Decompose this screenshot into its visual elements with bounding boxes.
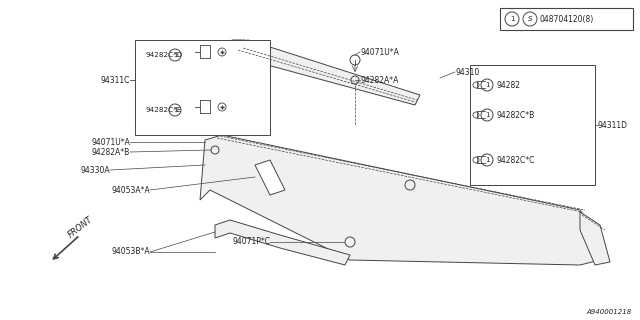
Text: 94282C*E: 94282C*E <box>145 107 181 113</box>
Text: 94311C: 94311C <box>100 76 130 84</box>
Polygon shape <box>215 220 350 265</box>
Text: 1: 1 <box>173 52 177 58</box>
Text: 94282A*A: 94282A*A <box>360 76 398 84</box>
Text: 1: 1 <box>484 112 489 118</box>
Text: 94330A: 94330A <box>81 165 110 174</box>
Text: 048704120(8): 048704120(8) <box>540 14 595 23</box>
Text: 94071U*A: 94071U*A <box>91 138 130 147</box>
Text: 94282C*B: 94282C*B <box>496 110 534 119</box>
Text: A940001218: A940001218 <box>587 309 632 315</box>
Text: 1: 1 <box>484 82 489 88</box>
Text: 94282C*D: 94282C*D <box>145 52 182 58</box>
Text: 94282: 94282 <box>496 81 520 90</box>
Text: 94311D: 94311D <box>598 121 628 130</box>
Text: 94282A*B: 94282A*B <box>92 148 130 156</box>
Bar <box>470 65 595 185</box>
Text: 94053B*A: 94053B*A <box>111 247 150 257</box>
Text: S: S <box>528 16 532 22</box>
Text: 1: 1 <box>484 157 489 163</box>
Text: 94071P*C: 94071P*C <box>232 237 270 246</box>
Polygon shape <box>228 40 420 105</box>
Text: 1: 1 <box>173 107 177 113</box>
Text: 94282C*C: 94282C*C <box>496 156 534 164</box>
Polygon shape <box>580 212 610 265</box>
Polygon shape <box>225 40 258 88</box>
Bar <box>500 8 633 30</box>
Text: 94310: 94310 <box>455 68 479 76</box>
Polygon shape <box>200 135 600 265</box>
Bar <box>135 40 270 135</box>
Text: 94071U*A: 94071U*A <box>360 47 399 57</box>
Text: FRONT: FRONT <box>66 215 94 240</box>
Text: 1: 1 <box>509 16 515 22</box>
Polygon shape <box>255 160 285 195</box>
Text: 94053A*A: 94053A*A <box>111 186 150 195</box>
